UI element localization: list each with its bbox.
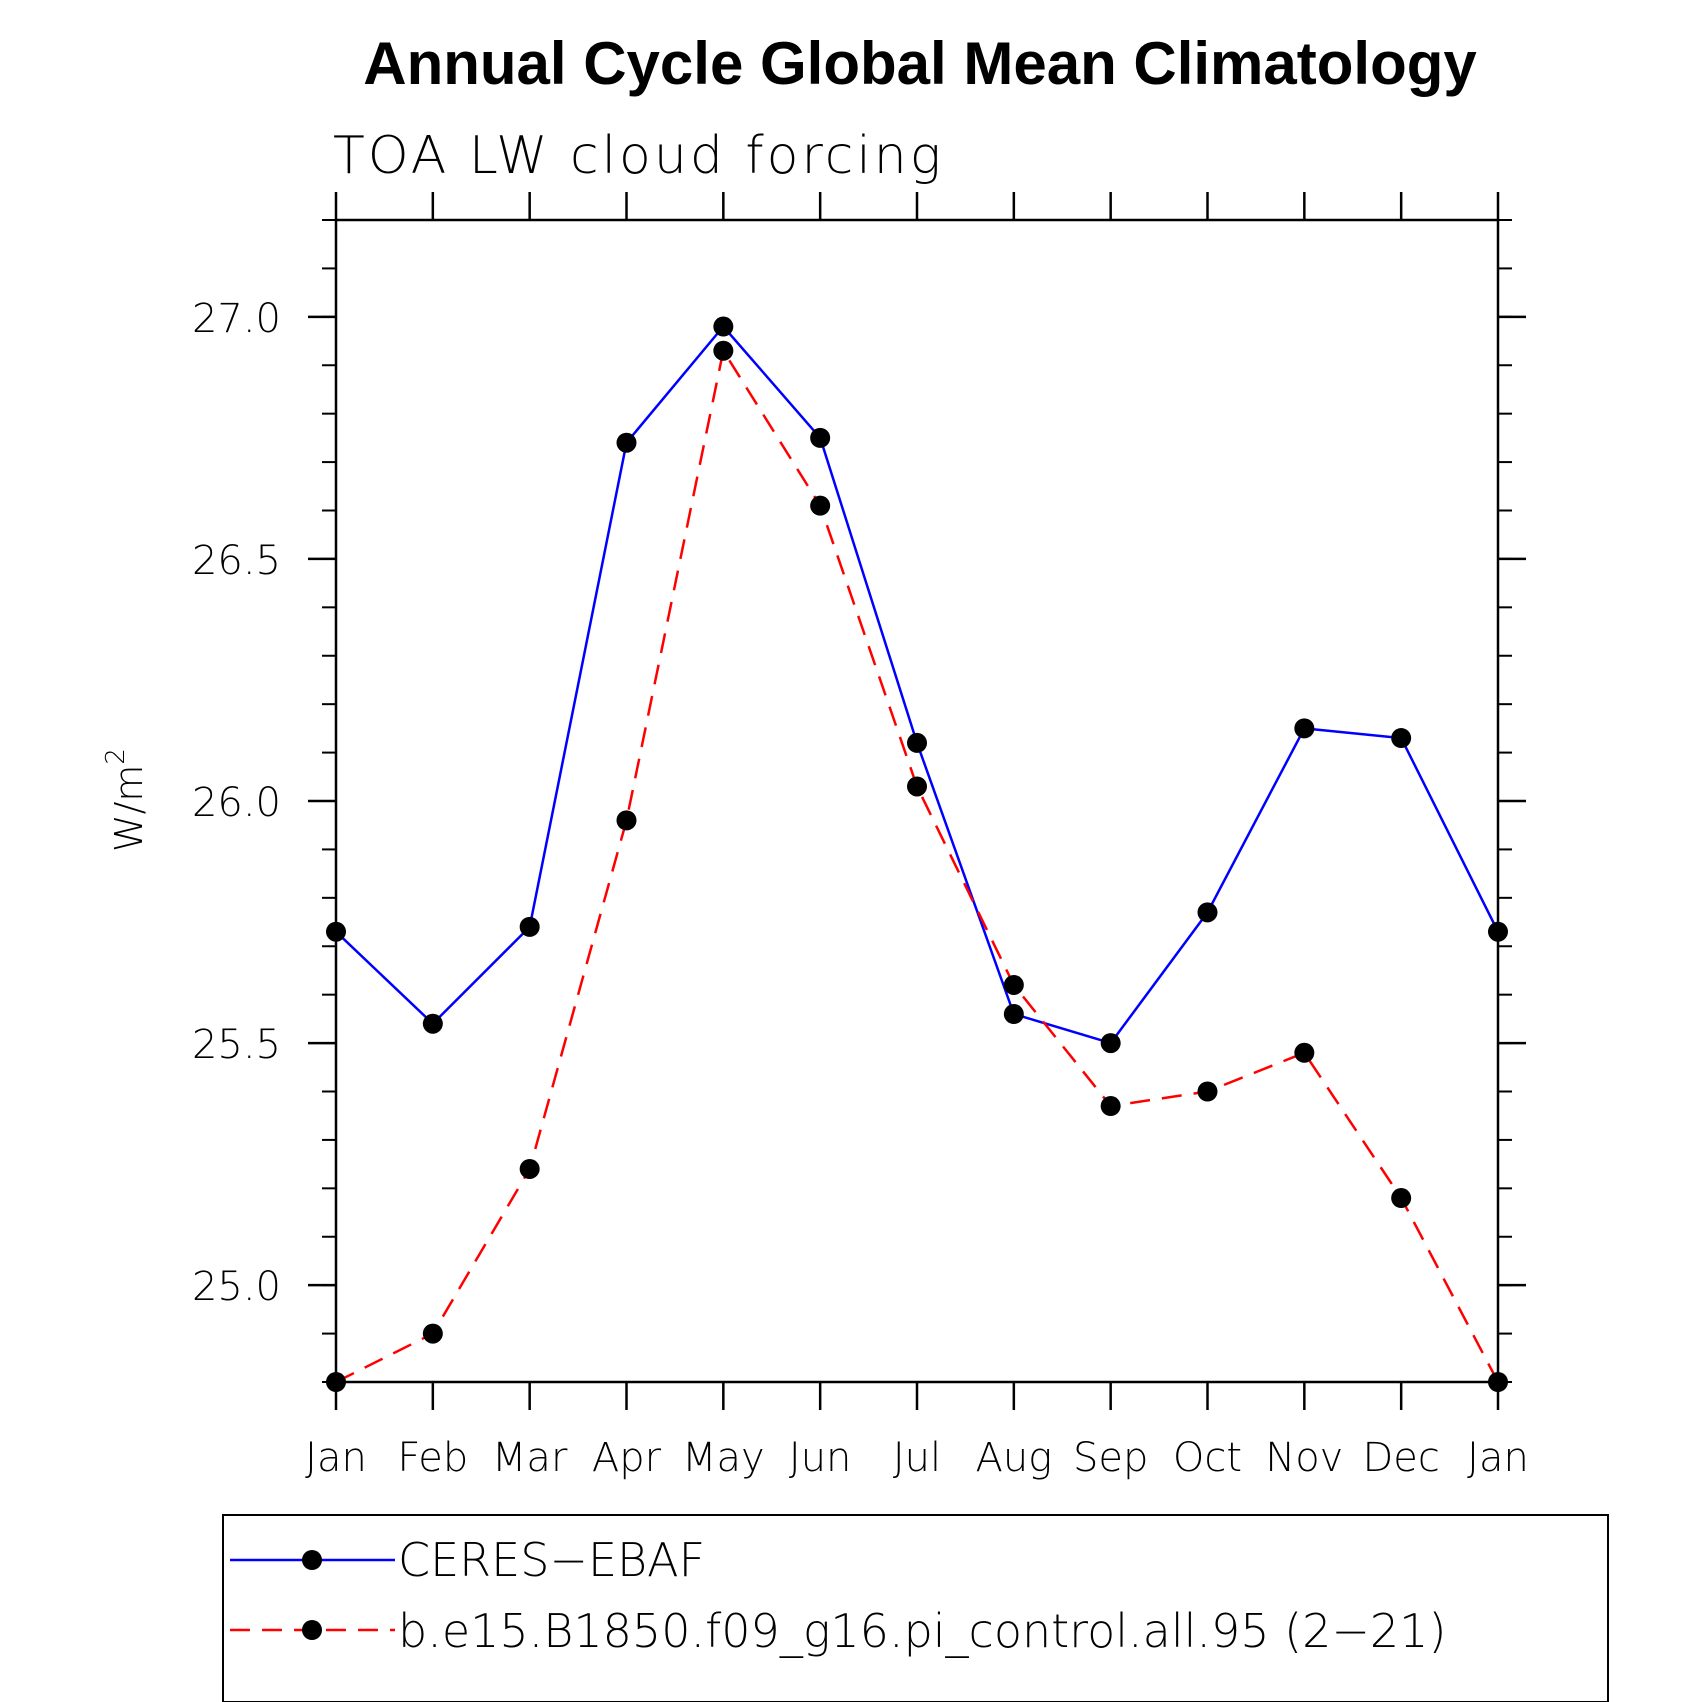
x-tick-label: May — [682, 1435, 765, 1481]
data-series — [326, 316, 1508, 1392]
legend-label-model: b.e15.B1850.f09_g16.pi_control.all.95 (2… — [398, 1604, 1446, 1658]
legend: CERES−EBAF b.e15.B1850.f09_g16.pi_contro… — [222, 1514, 1609, 1702]
data-point — [1294, 1042, 1315, 1063]
series-0 — [326, 316, 1508, 1054]
series-line-1 — [335, 349, 1500, 1384]
plot-frame — [334, 218, 1500, 1384]
data-point — [1100, 1033, 1121, 1054]
data-point — [907, 776, 927, 797]
y-tick-label: 26.0 — [192, 780, 281, 826]
chart-title: Annual Cycle Global Mean Climatology — [363, 30, 1477, 97]
data-point — [1003, 1004, 1024, 1025]
axis-ticks — [308, 192, 1526, 1410]
x-tick-label: Nov — [1265, 1435, 1343, 1481]
y-tick-labels: 25.0 25.5 26.0 26.5 27.0 — [192, 296, 281, 1310]
y-tick-label: 26.5 — [192, 538, 281, 584]
x-tick-label: Aug — [975, 1435, 1052, 1481]
data-point — [1197, 902, 1218, 923]
x-tick-label: Jun — [789, 1435, 852, 1481]
data-point — [1003, 974, 1024, 995]
x-tick-label: Apr — [592, 1435, 662, 1481]
series-1 — [326, 340, 1508, 1392]
data-point — [422, 1013, 443, 1034]
data-point — [519, 916, 540, 937]
series-line-0 — [335, 325, 1500, 1045]
x-tick-label: Oct — [1173, 1435, 1242, 1481]
data-point — [1197, 1081, 1218, 1102]
x-tick-label: Jan — [305, 1435, 367, 1481]
data-point — [1391, 1188, 1412, 1209]
x-tick-label: Feb — [397, 1435, 468, 1481]
data-point — [810, 427, 831, 448]
data-point — [519, 1158, 540, 1179]
legend-marker-ceres — [302, 1550, 322, 1570]
x-tick-label: Sep — [1073, 1435, 1148, 1481]
x-tick-label: Mar — [492, 1435, 568, 1481]
legend-box — [222, 1514, 1609, 1702]
data-point — [810, 495, 831, 516]
data-point — [1391, 728, 1412, 749]
svg-text:W/m2: W/m2 — [101, 748, 151, 852]
y-tick-label: 25.0 — [192, 1264, 281, 1310]
data-point — [1100, 1096, 1121, 1117]
y-axis-label-superscript: 2 — [101, 748, 131, 765]
data-point — [713, 316, 734, 337]
y-tick-label: 27.0 — [192, 296, 281, 342]
x-tick-labels: Jan Feb Mar Apr May Jun Jul Aug Sep Oct Nov Dec Jan — [305, 1435, 1529, 1481]
y-axis-label: W/m2 — [101, 748, 151, 852]
chart-subtitle: TOA LW cloud forcing — [333, 126, 944, 186]
data-point — [1294, 718, 1315, 739]
x-tick-label: Jul — [893, 1435, 941, 1481]
x-tick-label: Jan — [1467, 1435, 1529, 1481]
data-point — [907, 732, 927, 753]
y-tick-label: 25.5 — [192, 1022, 281, 1068]
data-point — [616, 810, 637, 831]
y-axis-label-text: W/m — [107, 765, 151, 852]
legend-marker-model — [302, 1620, 322, 1640]
x-tick-label: Dec — [1362, 1435, 1439, 1481]
data-point — [422, 1323, 443, 1344]
legend-label-ceres: CERES−EBAF — [398, 1533, 705, 1587]
data-point — [713, 340, 734, 361]
data-point — [616, 432, 637, 453]
